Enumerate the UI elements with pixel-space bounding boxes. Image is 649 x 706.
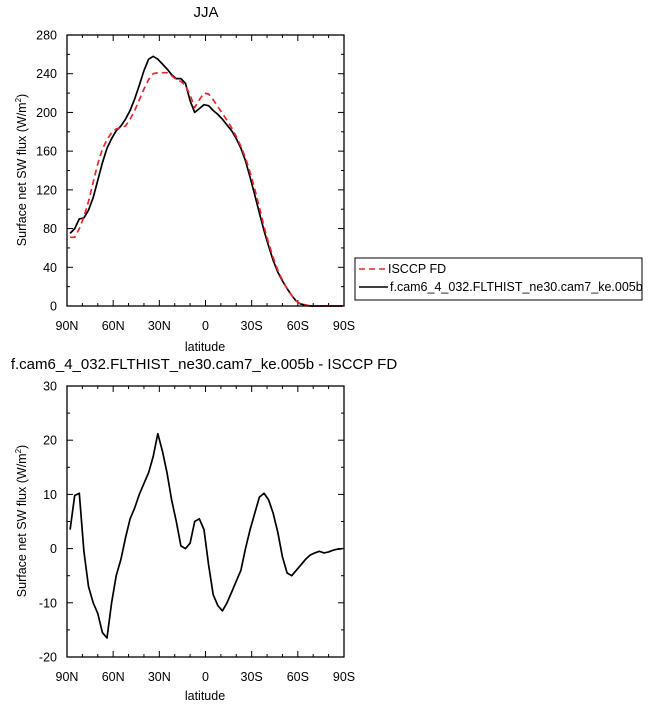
bottom-chart-ylabel-close: ) [15,445,29,449]
bottom-chart-ytick-label: -20 [39,651,57,665]
top-chart-legend: ISCCP FD f.cam6_4_032.FLTHIST_ne30.cam7_… [354,257,643,301]
top-chart-ytick-label: 200 [36,106,57,120]
bottom-chart-ylabel-text: Surface net SW flux (W/m [15,453,29,597]
top-chart-series [69,55,343,307]
bottom-chart-ytick-label: 30 [43,380,57,394]
bottom-chart-ytick-label: -10 [39,596,57,610]
top-chart-panel: JJA 90N 60N 30N 0 30S 60S 90S 0 40 80 120 160 200 240… [14,4,643,354]
bottom-chart-ytick-label: 10 [43,488,57,502]
bottom-chart-xtick-label: 60S [287,670,309,684]
top-chart-ticks: 90N 60N 30N 0 30S 60S 90S 0 40 80 120 160 200 240 280 [36,29,355,334]
bottom-chart-xtick-label: 30S [241,670,263,684]
bottom-chart-panel: f.cam6_4_032.FLTHIST_ne30.cam7_ke.005b -… [11,356,397,703]
top-chart-xlabel: latitude [185,340,225,354]
top-chart-ytick-label: 240 [36,67,57,81]
bottom-chart-title: f.cam6_4_032.FLTHIST_ne30.cam7_ke.005b -… [11,356,397,373]
top-chart-ytick-label: 280 [36,29,57,43]
bottom-chart-xtick-label: 90S [333,670,355,684]
top-chart-xtick-label: 90N [56,319,79,333]
bottom-chart-ylabel-sup: 2 [14,448,23,453]
bottom-chart-xtick-label: 30N [148,670,171,684]
bottom-chart-xtick-label: 60N [102,670,125,684]
top-chart-frame [66,34,345,307]
top-chart-title: JJA [193,4,218,21]
bottom-chart-ylabel: Surface net SW flux (W/m2) [14,445,29,597]
top-chart-xtick-label: 30N [148,319,171,333]
top-chart-xtick-label: 60N [102,319,125,333]
bottom-chart-ytick-label: 0 [50,542,57,556]
top-chart-ytick-label: 0 [50,300,57,314]
bottom-chart-xtick-label: 0 [202,670,209,684]
bottom-chart-series-line-0 [69,432,343,639]
top-chart-ylabel-text: Surface net SW flux (W/m [15,102,29,246]
top-chart-ytick-label: 40 [43,261,57,275]
top-chart-xtick-label: 90S [333,319,355,333]
bottom-chart-series [69,432,343,639]
bottom-chart-ytick-label: 20 [43,434,57,448]
top-chart-ylabel: Surface net SW flux (W/m2) [14,94,29,246]
top-chart-series-line-0 [70,71,343,307]
legend-box [354,257,643,301]
top-chart-ytick-label: 120 [36,183,57,197]
top-chart-xtick-label: 60S [287,319,309,333]
bottom-chart-ticks: 90N 60N 30N 0 30S 60S 90S -20 -10 0 10 20 30 [39,380,355,685]
top-chart-ylabel-sup: 2 [14,97,23,102]
bottom-chart-frame [66,385,345,658]
bottom-chart-xtick-label: 90N [56,670,79,684]
top-chart-xtick-label: 0 [202,319,209,333]
top-chart-ylabel-close: ) [15,94,29,98]
top-chart-ytick-label: 80 [43,222,57,236]
top-chart-xtick-label: 30S [241,319,263,333]
bottom-chart-xlabel: latitude [185,689,225,703]
legend-label-isccp: ISCCP FD [388,262,446,276]
legend-label-model: f.cam6_4_032.FLTHIST_ne30.cam7_ke.005b [390,280,643,294]
top-chart-ytick-label: 160 [36,145,57,159]
